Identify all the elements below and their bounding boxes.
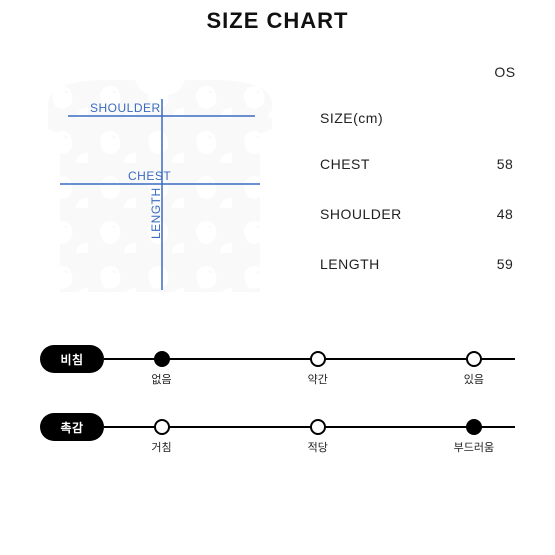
length-label: LENGTH bbox=[149, 187, 163, 239]
row-label: LENGTH bbox=[320, 256, 380, 272]
os-header: OS bbox=[485, 64, 525, 80]
slider-pill: 비침 bbox=[40, 345, 104, 373]
slider-tick-label: 부드러움 bbox=[454, 439, 494, 455]
slider-tick-label: 있음 bbox=[464, 371, 484, 387]
measurement-overlay: SHOULDER CHEST LENGTH bbox=[30, 64, 290, 309]
row-value: 48 bbox=[485, 206, 525, 222]
spec-table: OS SIZE(cm) CHEST 58 SHOULDER 48 LENGTH … bbox=[290, 64, 525, 309]
slider-tick-label: 약간 bbox=[308, 371, 328, 387]
slider-pill: 촉감 bbox=[40, 413, 104, 441]
slider-transparency: 비침 없음 약간 있음 bbox=[40, 339, 515, 389]
slider-dot bbox=[154, 419, 170, 435]
table-row: LENGTH 59 bbox=[320, 256, 525, 272]
slider-dot bbox=[466, 351, 482, 367]
page-title: SIZE CHART bbox=[0, 0, 555, 34]
table-row: CHEST 58 bbox=[320, 156, 525, 172]
shoulder-label: SHOULDER bbox=[90, 101, 161, 115]
spec-header-row: OS bbox=[320, 64, 525, 80]
row-value: 58 bbox=[485, 156, 525, 172]
slider-tick-label: 적당 bbox=[308, 439, 328, 455]
row-label: SHOULDER bbox=[320, 206, 402, 222]
slider-tick-label: 거침 bbox=[151, 439, 171, 455]
slider-dot bbox=[310, 419, 326, 435]
row-label: CHEST bbox=[320, 156, 370, 172]
size-diagram: SHOULDER CHEST LENGTH bbox=[30, 64, 290, 309]
row-value: 59 bbox=[485, 256, 525, 272]
slider-tick-label: 없음 bbox=[151, 371, 171, 387]
spec-unit-row: SIZE(cm) bbox=[320, 110, 525, 126]
unit-label: SIZE(cm) bbox=[320, 110, 383, 126]
attribute-sliders: 비침 없음 약간 있음 촉감 거침 적당 부드러움 bbox=[0, 309, 555, 457]
slider-dot bbox=[154, 351, 170, 367]
chest-label: CHEST bbox=[128, 169, 171, 183]
slider-dot bbox=[310, 351, 326, 367]
slider-texture: 촉감 거침 적당 부드러움 bbox=[40, 407, 515, 457]
slider-dot bbox=[466, 419, 482, 435]
top-region: SHOULDER CHEST LENGTH OS SIZE(cm) CHEST … bbox=[0, 34, 555, 309]
table-row: SHOULDER 48 bbox=[320, 206, 525, 222]
